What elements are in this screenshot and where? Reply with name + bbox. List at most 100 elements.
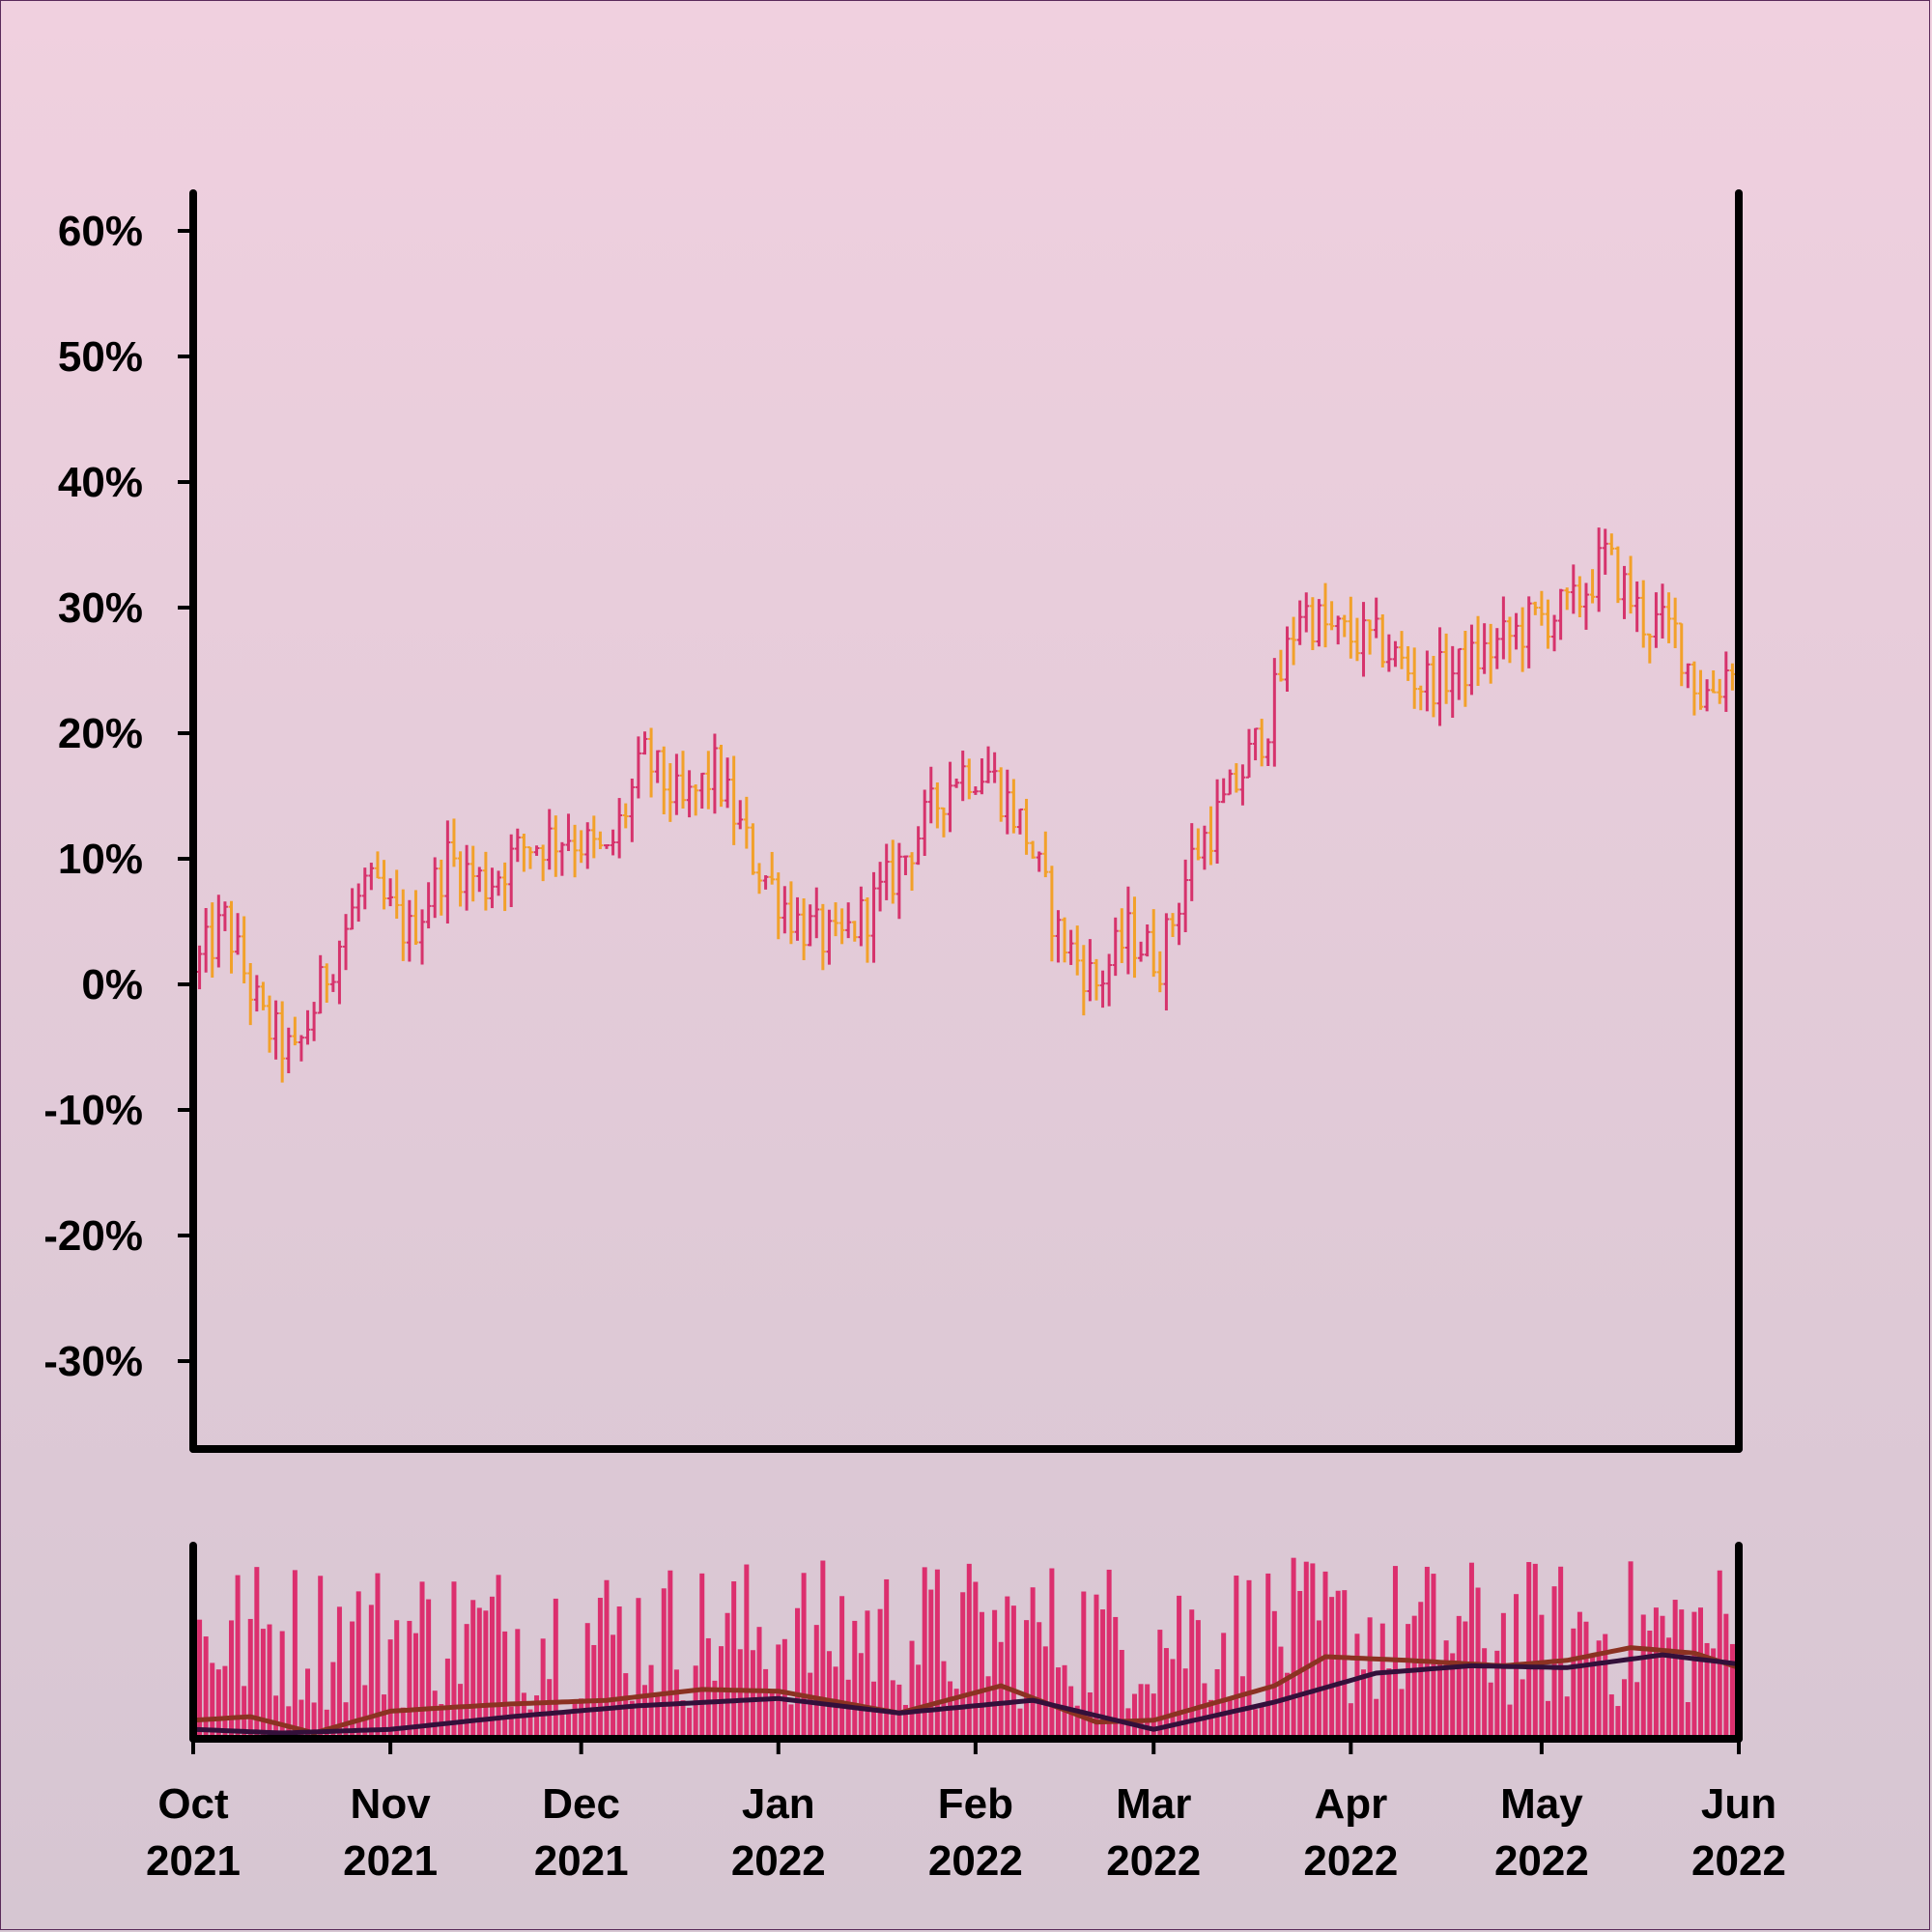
ohlc-bar: [1227, 769, 1234, 796]
volume-bar: [1354, 1634, 1360, 1739]
volume-bar: [1329, 1597, 1335, 1739]
y-tick-label: -30%: [43, 1338, 143, 1385]
ohlc-bar: [909, 852, 916, 892]
ohlc-bar: [1036, 851, 1042, 872]
volume-bar: [1558, 1566, 1564, 1739]
volume-bar: [1590, 1654, 1596, 1739]
ohlc-bar: [1411, 647, 1418, 709]
volume-bar: [648, 1664, 654, 1739]
volume-bar: [1195, 1620, 1201, 1739]
ohlc-bar: [1291, 616, 1297, 666]
ohlc-bar: [1596, 527, 1603, 612]
volume-bar: [1037, 1622, 1042, 1739]
volume-bar: [355, 1591, 361, 1739]
volume-bar: [426, 1599, 432, 1739]
volume-bar: [1399, 1689, 1405, 1739]
ohlc-bar: [1704, 679, 1711, 712]
volume-bar: [1246, 1579, 1252, 1739]
ohlc-bar: [450, 818, 457, 867]
x-tick-month-label: Jun: [1701, 1780, 1776, 1828]
ohlc-bar: [1379, 613, 1386, 668]
volume-bar: [1583, 1621, 1589, 1739]
ohlc-bar: [1131, 896, 1138, 979]
volume-bar: [1361, 1669, 1367, 1739]
ohlc-bar: [1577, 576, 1583, 618]
volume-bar: [1634, 1682, 1640, 1739]
volume-bar: [1691, 1611, 1697, 1739]
ohlc-bar: [1678, 622, 1685, 687]
ohlc-bar: [1099, 970, 1106, 1009]
ohlc-bar: [1551, 614, 1558, 652]
volume-bar: [788, 1704, 794, 1739]
volume-bar: [1310, 1563, 1316, 1739]
ohlc-bar: [558, 841, 565, 876]
ohlc-bar: [673, 753, 680, 815]
volume-bar: [1094, 1594, 1099, 1739]
ohlc-bar: [1246, 728, 1253, 779]
ohlc-bar: [851, 921, 858, 942]
ohlc-bar: [1710, 669, 1717, 694]
ohlc-bar: [1360, 602, 1367, 677]
volume-bar: [375, 1573, 381, 1739]
ohlc-bar: [1048, 866, 1055, 962]
ohlc-bar: [877, 862, 884, 912]
x-tick-year-label: 2022: [731, 1837, 826, 1885]
volume-bar: [1596, 1640, 1602, 1739]
ohlc-bar: [457, 851, 464, 907]
ohlc-bar: [1080, 945, 1087, 1016]
ohlc-bar: [1264, 738, 1271, 767]
ohlc-bar: [1176, 902, 1182, 946]
volume-bar: [311, 1702, 317, 1739]
ohlc-bar: [1436, 627, 1443, 726]
volume-bar: [1030, 1587, 1036, 1739]
volume-bar: [1672, 1600, 1678, 1739]
volume-bar: [1374, 1698, 1379, 1739]
ohlc-bar: [915, 826, 922, 866]
ohlc-bar: [756, 863, 763, 895]
ohlc-bar: [1628, 555, 1634, 614]
ohlc-bar: [260, 981, 267, 1010]
ohlc-bar: [469, 845, 476, 902]
ohlc-bar: [444, 820, 451, 924]
ohlc-bar: [1182, 859, 1189, 932]
volume-bar: [496, 1575, 501, 1739]
volume-bar: [1532, 1563, 1538, 1739]
ohlc-bar: [412, 890, 419, 946]
volume-bar: [343, 1702, 349, 1739]
ohlc-bar: [661, 746, 668, 815]
volume-bar: [292, 1570, 298, 1739]
volume-bar: [1151, 1693, 1156, 1739]
ohlc-bar: [953, 778, 960, 788]
ohlc-bar: [285, 1027, 292, 1074]
volume-bar: [1488, 1682, 1493, 1739]
ohlc-bar: [813, 887, 820, 939]
ohlc-bar: [1405, 645, 1411, 681]
ohlc-bar: [883, 843, 890, 900]
volume-bar: [565, 1709, 571, 1739]
y-axis-ticks: 60% 50% 40% 30% 20% 10% 0% -10% -20% -30%: [43, 208, 193, 1385]
ohlc-bar: [648, 727, 655, 798]
moving-average-long-line: [192, 1652, 1740, 1736]
x-tick-month-label: Jan: [742, 1780, 815, 1828]
volume-bar: [1437, 1662, 1443, 1739]
volume-bar: [1265, 1573, 1271, 1739]
ohlc-bar: [845, 902, 852, 939]
volume-bar: [260, 1629, 266, 1739]
volume-bar: [1367, 1617, 1373, 1739]
ohlc-bar: [355, 883, 362, 923]
volume-bar: [1507, 1704, 1513, 1739]
volume-bar: [1653, 1607, 1659, 1739]
volume-bar: [1539, 1614, 1545, 1739]
volume-bar: [1278, 1646, 1284, 1739]
ohlc-bar: [1023, 798, 1030, 855]
ohlc-bar: [1646, 633, 1653, 664]
volume-bar: [1348, 1703, 1353, 1739]
ohlc-bar: [1602, 528, 1608, 575]
volume-bar: [1647, 1631, 1653, 1739]
ohlc-bar: [947, 761, 953, 833]
volume-bar: [273, 1695, 279, 1739]
volume-bar: [540, 1638, 546, 1739]
volume-bar: [641, 1685, 647, 1739]
ohlc-bar: [597, 831, 604, 850]
ohlc-bar: [819, 903, 826, 971]
